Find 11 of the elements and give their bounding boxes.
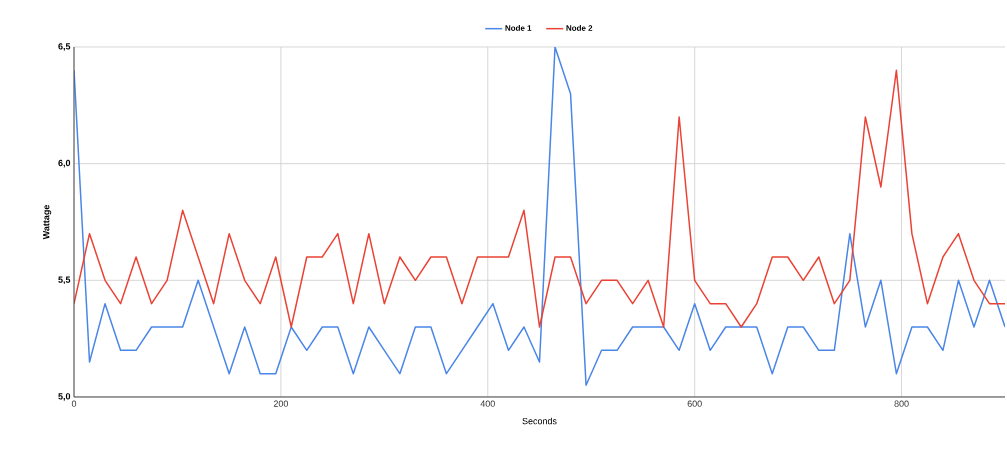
x-tick-label: 200 [273,400,289,407]
y-tick-label: 6,0 [58,159,71,168]
y-tick-label: 5,0 [58,393,71,401]
y-axis-title: Wattage [43,205,52,240]
y-tick-label: 5,5 [58,276,71,285]
x-axis-title: Seconds [522,417,557,425]
x-tick-label: 800 [894,400,909,407]
x-tick-label: 600 [687,400,702,407]
x-tick-label: 400 [480,400,495,407]
y-tick-label: 6,5 [58,43,71,51]
x-tick-label: 0 [71,400,77,407]
